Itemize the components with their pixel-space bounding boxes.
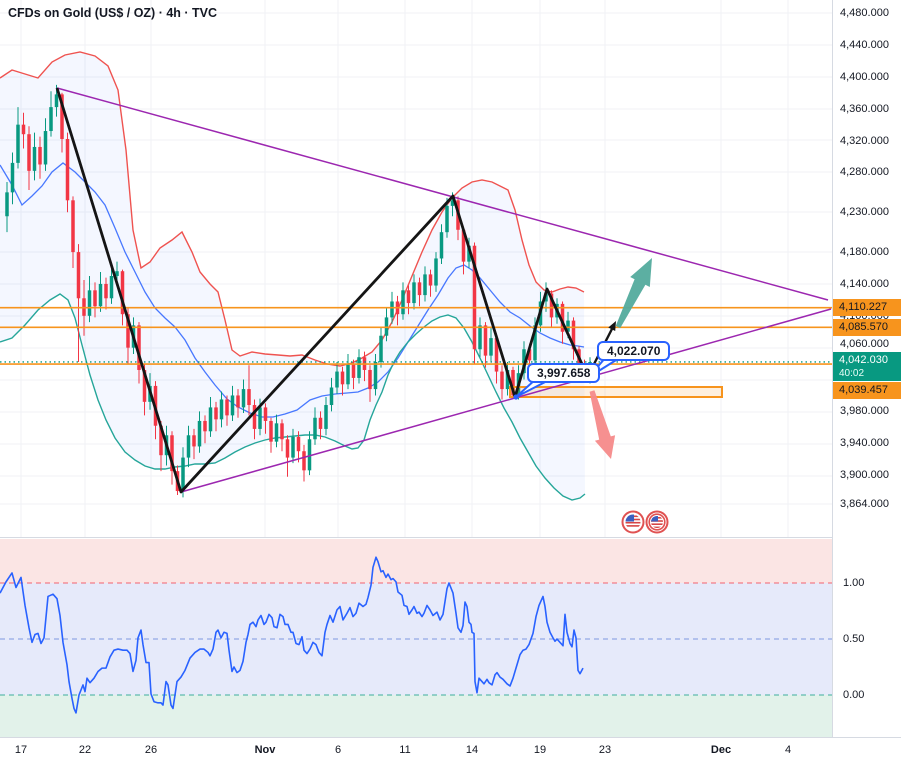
time-axis-label: 6 bbox=[334, 744, 342, 756]
oscillator-line bbox=[0, 556, 584, 714]
pane-separator-top[interactable] bbox=[0, 537, 832, 538]
bullish-arrow-icon[interactable] bbox=[615, 258, 652, 329]
price-axis-label: 3,980.000 bbox=[840, 405, 889, 418]
price-axis-label: 3,900.000 bbox=[840, 469, 889, 482]
time-axis-label: 22 bbox=[78, 744, 92, 756]
symbol-title: CFDs on Gold (US$ / OZ) · 4h · TVC bbox=[8, 6, 218, 20]
bollinger-upper-line bbox=[0, 51, 585, 367]
zigzag-trendline[interactable] bbox=[55, 87, 590, 494]
price-axis-label: 4,180.000 bbox=[840, 246, 889, 259]
bollinger-lower-line bbox=[0, 293, 586, 501]
time-axis-label: Dec bbox=[710, 744, 732, 756]
current-price-value: 4,042.030 bbox=[839, 354, 888, 366]
indicator-axis-label: 0.00 bbox=[843, 689, 865, 701]
price-axis-label: 3,940.000 bbox=[840, 437, 889, 450]
price-axis-label: 4,400.000 bbox=[840, 70, 889, 83]
horizontal-price-lines[interactable] bbox=[0, 306, 832, 365]
oscillator-pane bbox=[0, 539, 832, 737]
pane-separator-bottom bbox=[0, 737, 901, 738]
us-economic-event-flags-multiple[interactable] bbox=[645, 510, 669, 534]
candlestick-series bbox=[5, 84, 592, 498]
price-axis-label: 4,320.000 bbox=[840, 134, 889, 147]
us-economic-event-flag[interactable] bbox=[621, 510, 645, 534]
time-axis-label: Nov bbox=[254, 744, 276, 756]
time-axis-label: 26 bbox=[144, 744, 158, 756]
price-axis-label: 4,440.000 bbox=[840, 39, 889, 51]
indicator-axis-label: 1.00 bbox=[843, 577, 865, 589]
price-callout-3997[interactable]: 3,997.658 bbox=[527, 363, 601, 383]
time-axis-label: 19 bbox=[533, 744, 547, 756]
time-axis-label: 17 bbox=[14, 744, 28, 756]
price-axis-label: 3,864.000 bbox=[840, 497, 889, 510]
time-axis-label: 23 bbox=[598, 744, 612, 756]
time-axis-label: 14 bbox=[465, 744, 479, 756]
price-line-badge-4039: 4,039.457 bbox=[833, 382, 901, 399]
range-box-drawing[interactable] bbox=[509, 386, 723, 398]
price-callout-4022[interactable]: 4,022.070 bbox=[597, 341, 671, 361]
bar-countdown: 40:02 bbox=[839, 368, 865, 379]
bollinger-middle-line bbox=[0, 162, 585, 418]
price-line-badge-4085: 4,085.570 bbox=[833, 319, 901, 336]
price-axis-label: 4,060.000 bbox=[840, 338, 889, 350]
price-axis-label: 4,280.000 bbox=[840, 166, 889, 179]
wedge-lower-trendline[interactable] bbox=[180, 308, 832, 493]
price-axis-label: 4,230.000 bbox=[840, 206, 889, 219]
current-price-badge: 4,042.030 40:02 bbox=[833, 352, 901, 381]
time-axis-label: 4 bbox=[784, 744, 792, 756]
price-line-badge-4110: 4,110.227 bbox=[833, 299, 901, 316]
wedge-upper-trendline[interactable] bbox=[56, 87, 829, 301]
price-axis-label: 4,140.000 bbox=[840, 277, 889, 290]
price-axis-label: 4,360.000 bbox=[840, 102, 889, 115]
bearish-arrow-icon[interactable] bbox=[589, 390, 616, 459]
time-axis-label: 11 bbox=[399, 744, 411, 756]
price-axis-label: 4,480.000 bbox=[840, 7, 889, 20]
indicator-axis-label: 0.50 bbox=[843, 633, 865, 645]
price-axis-border bbox=[832, 0, 833, 737]
